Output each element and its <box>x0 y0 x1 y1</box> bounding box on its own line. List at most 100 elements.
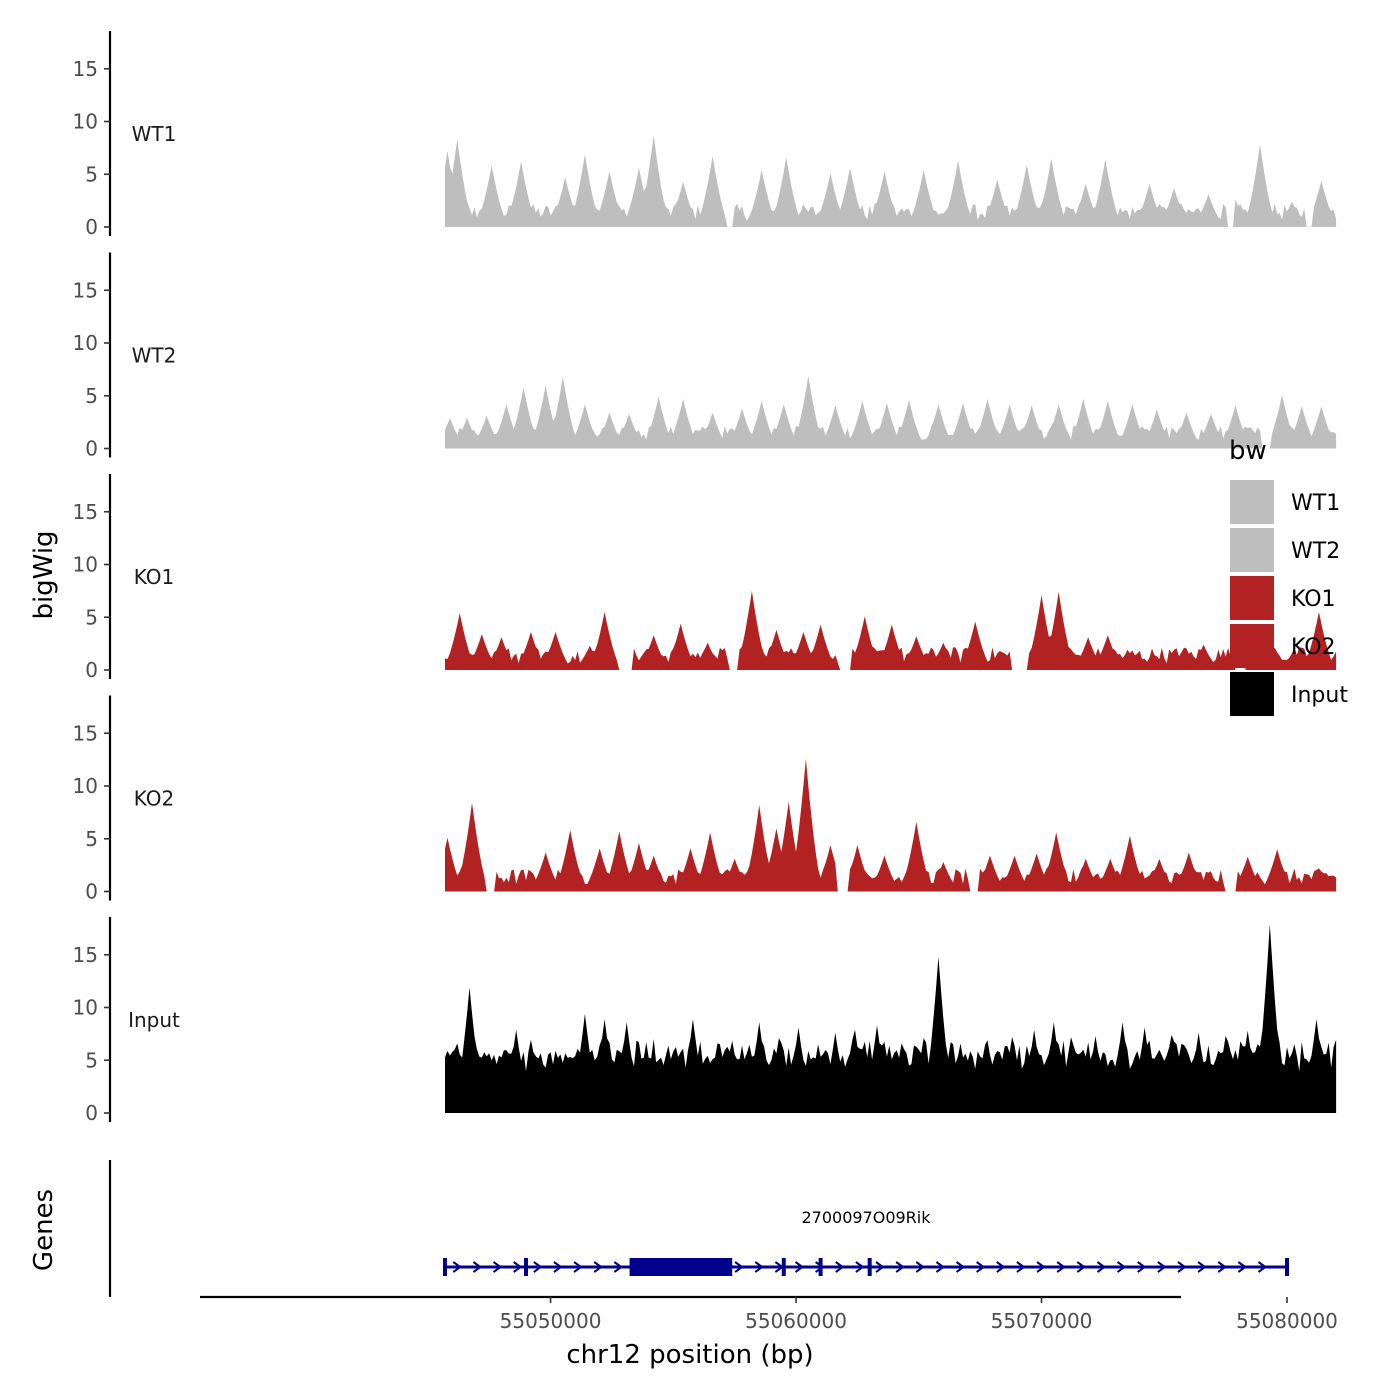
signal-tracks: 0 5 10 15 WT1 0 5 10 15 WT2 0 5 10 15 KO1 0 5 10 15 KO2 0 5 10… <box>73 31 1337 1125</box>
legend-swatch-wt1 <box>1230 480 1274 524</box>
strand-arrow <box>1016 1261 1026 1273</box>
strand-arrow <box>1177 1261 1187 1273</box>
gene-exon-mark <box>443 1258 447 1276</box>
gene-name-label: 2700097O09Rik <box>801 1208 931 1227</box>
strand-arrow <box>1197 1261 1207 1273</box>
signal-area-wt2 <box>445 375 1337 449</box>
legend-swatch-input <box>1230 672 1274 716</box>
strand-arrow <box>915 1261 925 1273</box>
track-wt1: 0 5 10 15 WT1 <box>73 31 1337 239</box>
strand-arrow <box>754 1261 764 1273</box>
y-tick-label: 15 <box>73 943 98 967</box>
gene-exon-mark <box>629 1258 634 1276</box>
strand-arrow <box>1056 1261 1066 1273</box>
gene-track: 2700097O09Rik <box>108 1160 1289 1297</box>
y-tick-label: 0 <box>85 880 98 904</box>
strand-arrow <box>1076 1261 1087 1273</box>
x-axis: 55050000 55060000 55070000 55080000 <box>200 1295 1338 1333</box>
legend-title: bw <box>1229 436 1267 466</box>
strand-arrow <box>955 1261 966 1273</box>
legend-label-wt2: WT2 <box>1291 539 1340 564</box>
track-ko1: 0 5 10 15 KO1 <box>73 474 1337 682</box>
signal-area-input <box>445 924 1337 1113</box>
y-tick-label: 15 <box>73 721 98 745</box>
gene-2700097O09Rik: 2700097O09Rik <box>443 1208 1289 1276</box>
y-tick-label: 0 <box>85 215 98 239</box>
strand-arrow <box>1257 1261 1268 1273</box>
strand-arrow <box>794 1261 805 1273</box>
track-input: 0 5 10 15 Input <box>73 917 1337 1125</box>
y-tick-label: 10 <box>73 110 98 134</box>
strand-arrow <box>472 1261 483 1273</box>
strand-arrow <box>976 1261 986 1273</box>
strand-arrow <box>553 1261 563 1273</box>
y-axis-title: bigWig <box>29 530 59 619</box>
y-tick-label: 5 <box>85 605 98 629</box>
gene-exon-mark <box>818 1258 823 1276</box>
strand-arrow <box>452 1261 462 1273</box>
track-ko2: 0 5 10 15 KO2 <box>73 695 1337 904</box>
track-label-ko1: KO1 <box>134 565 175 589</box>
y-tick-label: 10 <box>73 996 98 1020</box>
strand-arrow <box>613 1261 624 1273</box>
strand-arrow <box>996 1261 1006 1273</box>
legend-swatch-ko2 <box>1230 624 1274 668</box>
genes-axis-title: Genes <box>29 1189 59 1271</box>
y-tick-label: 0 <box>85 658 98 682</box>
strand-arrow <box>1036 1261 1046 1273</box>
track-wt2: 0 5 10 15 WT2 <box>73 252 1337 461</box>
y-tick-label: 5 <box>85 1048 98 1072</box>
gene-exon-mark <box>1285 1258 1289 1276</box>
gene-exon-mark <box>867 1258 872 1276</box>
legend: bw WT1 WT2 KO1 KO2 Input <box>1229 436 1348 716</box>
legend-label-wt1: WT1 <box>1291 491 1340 516</box>
strand-arrow <box>835 1261 845 1273</box>
signal-area-wt1 <box>445 135 1337 227</box>
track-label-wt1: WT1 <box>132 122 177 146</box>
x-tick-label: 55080000 <box>1236 1309 1338 1333</box>
strand-arrow <box>513 1261 523 1273</box>
legend-swatch-wt2 <box>1230 528 1274 572</box>
legend-swatch-ko1 <box>1230 576 1274 620</box>
strand-arrow <box>895 1261 905 1273</box>
strand-arrow <box>492 1261 503 1273</box>
x-tick-label: 55050000 <box>500 1309 602 1333</box>
strand-arrow <box>1116 1261 1127 1273</box>
strand-arrow <box>1137 1261 1147 1273</box>
legend-label-ko1: KO1 <box>1291 587 1336 612</box>
strand-arrow <box>734 1261 744 1273</box>
strand-arrow <box>875 1261 885 1273</box>
track-label-wt2: WT2 <box>132 344 177 368</box>
signal-area-ko1 <box>445 590 1337 670</box>
y-tick-label: 10 <box>73 774 98 798</box>
strand-arrow <box>573 1261 583 1273</box>
strand-arrow <box>935 1261 946 1273</box>
strand-arrow <box>1157 1261 1167 1273</box>
gene-exon-mark <box>524 1258 529 1276</box>
x-tick-label: 55060000 <box>745 1309 847 1333</box>
strand-arrow <box>533 1261 543 1273</box>
x-axis-title: chr12 position (bp) <box>566 1340 813 1370</box>
signal-area-ko2 <box>445 758 1337 892</box>
strand-arrow <box>855 1261 865 1273</box>
y-tick-label: 0 <box>85 1101 98 1125</box>
y-tick-label: 10 <box>73 553 98 577</box>
gene-coding-block <box>631 1258 733 1276</box>
y-tick-label: 15 <box>73 57 98 81</box>
y-tick-label: 5 <box>85 162 98 186</box>
y-tick-label: 0 <box>85 437 98 461</box>
strand-arrow <box>1237 1261 1248 1273</box>
y-tick-label: 5 <box>85 384 98 408</box>
y-tick-label: 5 <box>85 827 98 851</box>
strand-arrow <box>1096 1261 1107 1273</box>
strand-arrow <box>593 1261 603 1273</box>
x-tick-label: 55070000 <box>991 1309 1093 1333</box>
strand-arrow <box>815 1261 825 1273</box>
y-tick-label: 15 <box>73 500 98 524</box>
track-label-ko2: KO2 <box>134 787 175 811</box>
track-label-input: Input <box>128 1008 180 1032</box>
y-tick-label: 10 <box>73 331 98 355</box>
legend-label-ko2: KO2 <box>1291 635 1336 660</box>
strand-arrow <box>1217 1261 1227 1273</box>
